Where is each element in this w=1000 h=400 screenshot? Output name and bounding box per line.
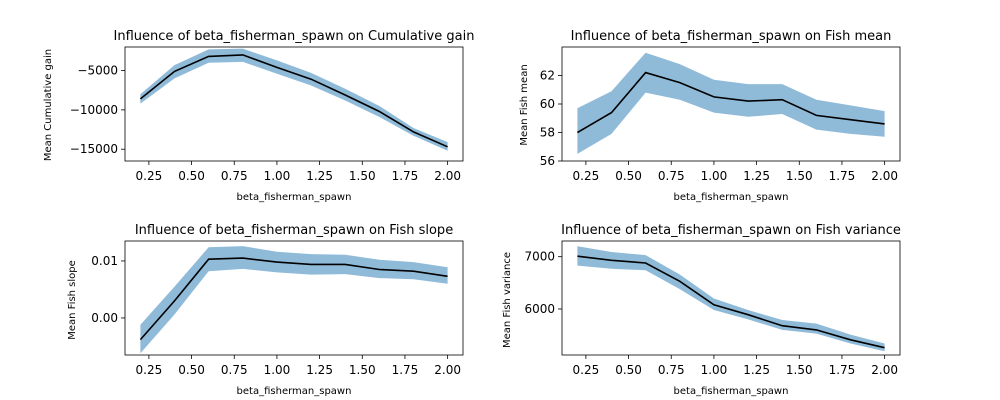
confidence-band [577, 246, 885, 352]
y-tick-label: 6000 [524, 302, 555, 316]
x-tick-label: 0.25 [136, 363, 163, 377]
x-tick-label: 1.50 [786, 363, 813, 377]
x-tick-label: 1.50 [349, 169, 376, 183]
x-tick-label: 1.25 [743, 363, 770, 377]
y-axis-label: Mean Fish slope [67, 260, 78, 340]
chart-cumulative-gain: Influence of beta_fisherman_spawn on Cum… [43, 29, 474, 203]
y-axis-label: Mean Fish mean [519, 64, 530, 145]
x-tick-label: 0.50 [615, 169, 642, 183]
plot-frame [124, 240, 464, 356]
y-tick-label: 56 [540, 154, 555, 168]
chart-fish-mean: Influence of beta_fisherman_spawn on Fis… [519, 29, 901, 203]
x-tick-label: 0.75 [658, 363, 685, 377]
x-tick-label: 0.75 [221, 169, 248, 183]
chart-title: Influence of beta_fisherman_spawn on Fis… [561, 223, 901, 238]
x-axis-label: beta_fisherman_spawn [237, 386, 352, 397]
x-axis-label: beta_fisherman_spawn [674, 192, 789, 203]
y-tick-label: −5000 [77, 64, 118, 78]
x-tick-label: 0.50 [615, 363, 642, 377]
x-tick-label: 1.00 [701, 169, 728, 183]
confidence-band [577, 52, 885, 154]
x-tick-label: 0.50 [178, 169, 205, 183]
mean-line [139, 257, 448, 341]
x-tick-label: 0.25 [573, 363, 600, 377]
x-tick-label: 2.00 [434, 169, 461, 183]
x-tick-label: 0.75 [658, 169, 685, 183]
y-tick-label: 60 [540, 97, 555, 111]
x-tick-label: 1.75 [829, 363, 856, 377]
x-tick-label: 1.25 [306, 169, 333, 183]
x-tick-label: 2.00 [871, 363, 898, 377]
x-tick-label: 1.00 [701, 363, 728, 377]
x-tick-label: 1.50 [786, 169, 813, 183]
x-tick-label: 1.75 [392, 363, 419, 377]
y-tick-label: 0.01 [91, 254, 118, 268]
x-axis-label: beta_fisherman_spawn [674, 386, 789, 397]
y-tick-label: 58 [540, 126, 555, 140]
x-tick-label: 1.25 [743, 169, 770, 183]
chart-title: Influence of beta_fisherman_spawn on Fis… [571, 29, 892, 44]
y-tick-label: −15000 [70, 142, 118, 156]
chart-title: Influence of beta_fisherman_spawn on Fis… [135, 223, 453, 238]
confidence-band [140, 246, 448, 354]
plot-frame [561, 240, 901, 356]
x-tick-label: 0.25 [573, 169, 600, 183]
chart-fish-variance: Influence of beta_fisherman_spawn on Fis… [502, 223, 901, 397]
confidence-band [140, 48, 448, 151]
mean-line [139, 54, 448, 148]
chart-fish-slope: Influence of beta_fisherman_spawn on Fis… [67, 223, 464, 397]
x-tick-label: 0.25 [136, 169, 163, 183]
y-tick-label: 62 [540, 69, 555, 83]
x-tick-label: 1.75 [829, 169, 856, 183]
x-axis-label: beta_fisherman_spawn [237, 192, 352, 203]
mean-line [577, 255, 885, 349]
plot-frame [124, 46, 464, 162]
x-tick-label: 0.75 [221, 363, 248, 377]
y-tick-label: 0.00 [91, 311, 118, 325]
x-tick-label: 1.00 [264, 169, 291, 183]
x-tick-label: 2.00 [871, 169, 898, 183]
x-tick-label: 1.00 [264, 363, 291, 377]
x-tick-label: 0.50 [178, 363, 205, 377]
y-tick-label: 7000 [524, 250, 555, 264]
mean-line [576, 71, 885, 134]
y-tick-label: −10000 [70, 103, 118, 117]
chart-title: Influence of beta_fisherman_spawn on Cum… [114, 29, 475, 44]
y-axis-label: Mean Cumulative gain [43, 49, 54, 161]
x-tick-label: 1.75 [392, 169, 419, 183]
x-tick-label: 2.00 [434, 363, 461, 377]
x-tick-label: 1.25 [306, 363, 333, 377]
x-tick-label: 1.50 [349, 363, 376, 377]
y-axis-label: Mean Fish variance [502, 252, 513, 348]
